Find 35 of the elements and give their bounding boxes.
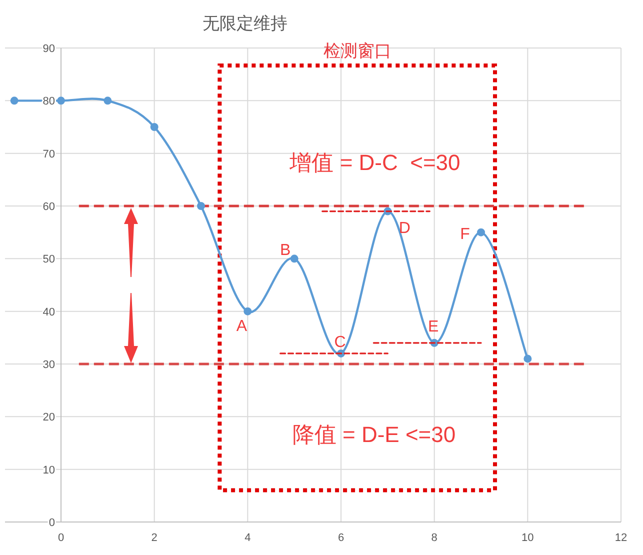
point (104, 96, 112, 105)
x-tick-label: 10 (522, 532, 534, 544)
x-tick-label: 0 (58, 532, 64, 544)
x-tick-label: 8 (431, 532, 438, 544)
y-tick-label: 30 (42, 359, 55, 371)
x-tick-label: 4 (244, 532, 251, 544)
point (524, 354, 532, 363)
x-tick-label: 2 (151, 532, 158, 544)
annotation: B (280, 242, 291, 260)
chart-title: 无限定维持 (202, 14, 288, 34)
annotation: A (236, 318, 248, 335)
annotation: D (398, 220, 410, 237)
y-tick-label: 0 (48, 517, 55, 529)
y-tick-label: 10 (42, 464, 55, 476)
x-tick-label: 12 (614, 532, 628, 544)
annotation: 增值 = D-C <=30 (288, 150, 460, 175)
annotation: 检测窗口 (323, 42, 392, 61)
point (244, 307, 252, 316)
point (477, 228, 485, 236)
point (197, 202, 205, 210)
point (290, 254, 298, 263)
y-tick-label: 50 (42, 254, 55, 266)
point (150, 123, 158, 131)
y-tick-label: 70 (42, 148, 55, 160)
x-tick-label: 6 (338, 532, 344, 544)
y-tick-label: 60 (42, 201, 55, 213)
annotation: 降值 = D-E <=30 (292, 422, 456, 447)
y-tick-label: 90 (42, 43, 55, 55)
point (57, 96, 65, 105)
y-tick-label: 20 (42, 412, 55, 424)
annotation: F (460, 226, 470, 243)
point (10, 96, 18, 105)
annotation: E (428, 318, 439, 336)
annotation: C (334, 334, 346, 351)
y-tick-label: 40 (42, 306, 55, 318)
